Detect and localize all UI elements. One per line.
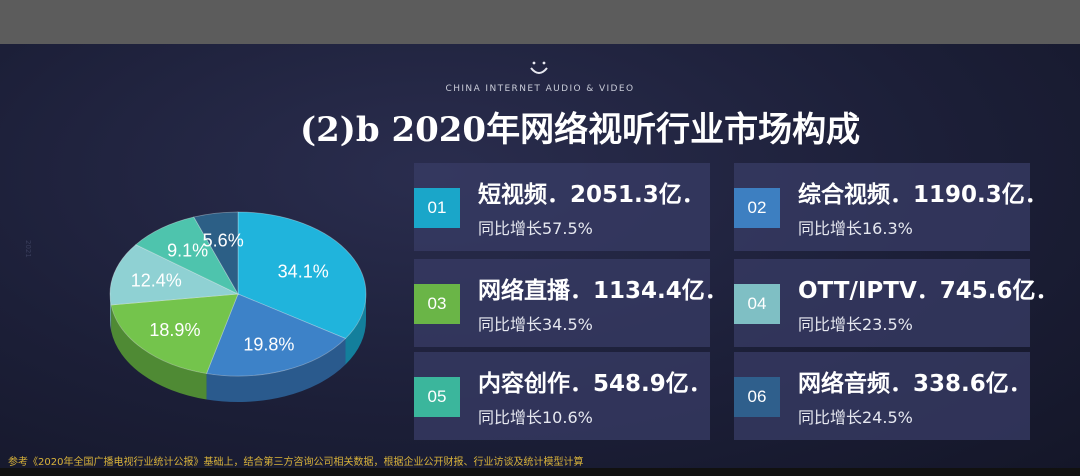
pie-chart: 34.1% 19.8% 18.9% 12.4% 9.1%5.6% xyxy=(109,211,367,402)
pie-label-4: 9.1% xyxy=(167,241,208,261)
card-number: 05 xyxy=(414,377,460,417)
card-growth: 同比增长34.5% xyxy=(478,315,593,334)
header-subtitle: CHINA INTERNET AUDIO & VIDEO xyxy=(445,84,635,94)
card-number: 06 xyxy=(734,377,780,417)
card-growth: 同比增长23.5% xyxy=(798,315,913,334)
pie-slice-5 xyxy=(193,211,239,296)
card-number: 01 xyxy=(414,188,460,228)
pie-side-2 xyxy=(111,304,207,400)
card-number: 02 xyxy=(734,188,780,228)
card-value: 网络音频．338.6亿． xyxy=(798,371,1032,397)
card-value: OTT/IPTV．745.6亿． xyxy=(798,278,1059,304)
pie-slice-4 xyxy=(135,216,239,295)
pie-label-0: 34.1% xyxy=(278,261,329,281)
card-number: 04 xyxy=(734,284,780,324)
card-value: 短视频．2051.3亿． xyxy=(478,182,705,208)
card-value: 内容创作．548.9亿． xyxy=(478,371,712,397)
card-number: 03 xyxy=(414,284,460,324)
footnote: 参考《2020年全国广播电视行业统计公报》基础上，结合第三方咨询公司相关数据，根… xyxy=(8,457,584,468)
card-online-audio: 06 网络音频．338.6亿． 同比增长24.5% xyxy=(734,352,1032,440)
card-growth: 同比增长10.6% xyxy=(478,408,593,427)
pie-slice-0 xyxy=(237,211,367,339)
card-comprehensive-video: 02 综合视频．1190.3亿． 同比增长16.3% xyxy=(734,163,1048,251)
card-growth: 同比增长24.5% xyxy=(798,408,913,427)
card-value: 综合视频．1190.3亿． xyxy=(798,182,1048,208)
pie-slice-3 xyxy=(109,244,240,306)
card-value: 网络直播．1134.4亿． xyxy=(478,278,728,304)
side-mark: 2021 xyxy=(24,240,32,258)
slide: CHINA INTERNET AUDIO & VIDEO (2)b 2020年网… xyxy=(0,44,1080,476)
pie-label-1: 19.8% xyxy=(243,334,294,354)
pie-side-1 xyxy=(206,338,346,402)
pie-side-0 xyxy=(345,294,366,365)
card-content-creation: 05 内容创作．548.9亿． 同比增长10.6% xyxy=(414,352,712,440)
card-growth: 同比增长16.3% xyxy=(798,219,913,238)
pie-side-3 xyxy=(110,294,112,331)
logo-icon xyxy=(530,61,548,74)
card-live-streaming: 03 网络直播．1134.4亿． 同比增长34.5% xyxy=(414,259,728,347)
pie-label-3: 12.4% xyxy=(131,270,182,290)
page-title: (2)b 2020年网络视听行业市场构成 xyxy=(300,110,861,150)
footer-bar xyxy=(0,468,1080,476)
pie-slice-2 xyxy=(110,293,239,374)
pie-slice-1 xyxy=(205,293,347,377)
pie-label-5: 5.6% xyxy=(203,231,244,251)
card-growth: 同比增长57.5% xyxy=(478,219,593,238)
window-top-bar xyxy=(0,0,1080,44)
pie-label-2: 18.9% xyxy=(149,320,200,340)
card-short-video: 01 短视频．2051.3亿． 同比增长57.5% xyxy=(414,163,710,251)
card-ott-iptv: 04 OTT/IPTV．745.6亿． 同比增长23.5% xyxy=(734,259,1059,347)
